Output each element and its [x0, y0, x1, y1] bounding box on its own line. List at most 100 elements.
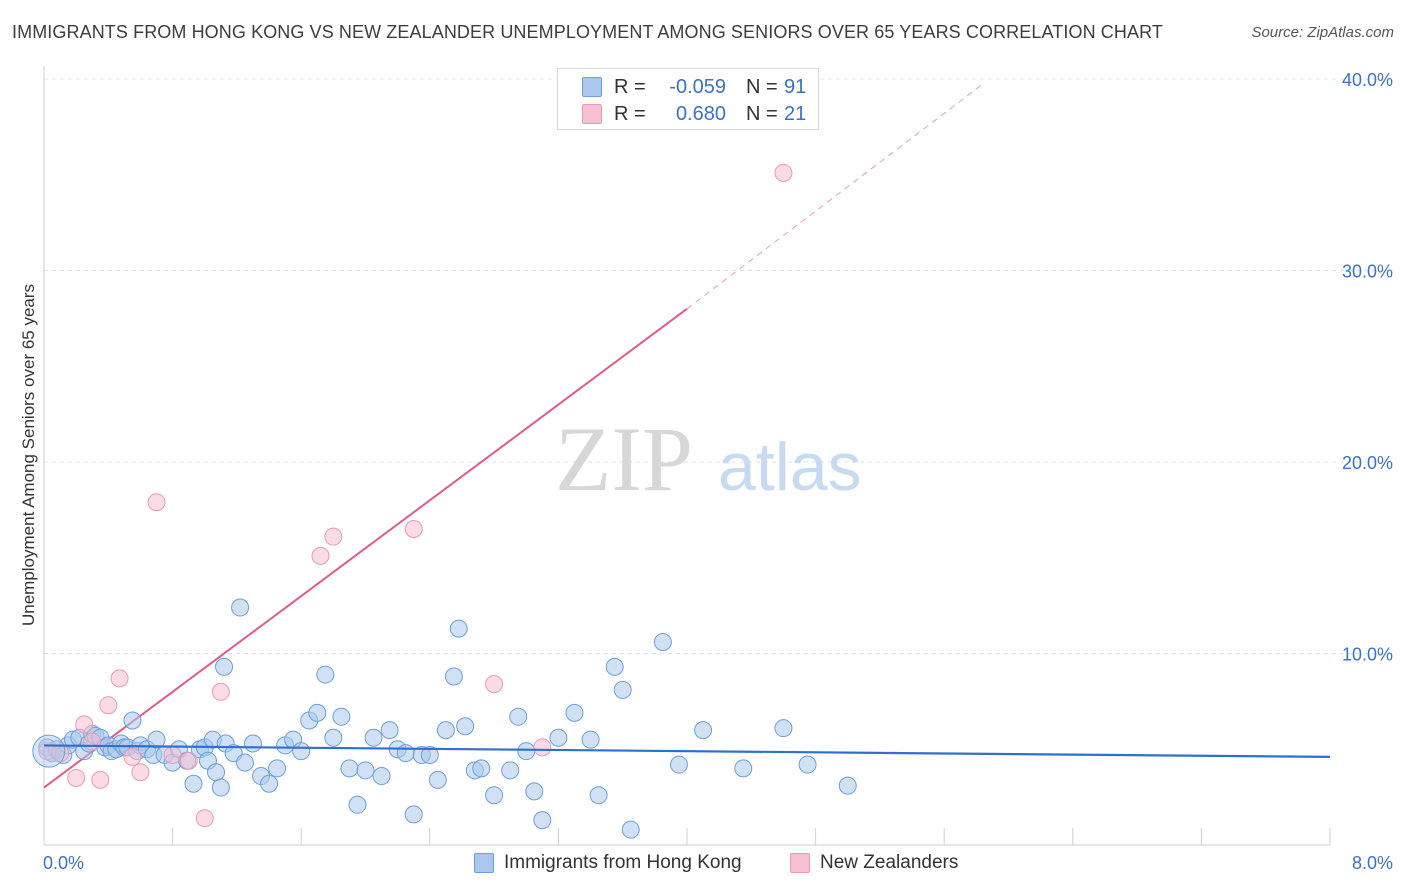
source-label: Source: ZipAtlas.com — [1251, 24, 1394, 41]
pink-data-point — [211, 682, 230, 701]
legend-n-label: N = — [746, 102, 778, 125]
pink-data-point — [195, 809, 214, 828]
pink-data-point — [67, 768, 86, 787]
blue-data-point — [669, 755, 688, 774]
blue-data-point — [348, 795, 367, 814]
blue-data-point — [517, 742, 536, 761]
blue-data-point — [243, 734, 262, 753]
blue-data-point — [184, 774, 203, 793]
blue-data-point — [231, 598, 250, 617]
blue-data-point — [207, 763, 226, 782]
trend-lines — [43, 82, 985, 789]
blue-data-point — [449, 619, 468, 638]
pink-data-point — [404, 520, 423, 539]
blue-data-point — [235, 753, 254, 772]
pink-data-point — [131, 763, 150, 782]
blue-data-point — [147, 730, 166, 749]
blue-data-point — [613, 680, 632, 699]
blue-data-point — [581, 730, 600, 749]
bottom-legend-item-new-zealanders: New Zealanders — [790, 852, 958, 874]
pink-data-point — [163, 745, 182, 764]
bottom-legend-label: Immigrants from Hong Kong — [504, 852, 742, 873]
legend-r-label: R = — [614, 75, 646, 98]
y-tick-label: 20.0% — [1342, 453, 1393, 473]
correlation-legend: R = -0.059 N = 91 R = 0.680 N = 21 — [557, 68, 819, 130]
pink-data-point — [324, 527, 343, 546]
bottom-legend-label: New Zealanders — [820, 852, 959, 873]
pink-data-point — [147, 493, 166, 512]
bottom-legend-swatch-blue — [474, 853, 494, 873]
pink-data-point — [311, 546, 330, 565]
blue-data-point — [260, 774, 279, 793]
blue-data-point — [123, 711, 142, 730]
blue-data-point — [380, 721, 399, 740]
chart-title: IMMIGRANTS FROM HONG KONG VS NEW ZEALAND… — [12, 22, 1163, 42]
blue-data-point — [436, 721, 455, 740]
blue-data-point — [396, 744, 415, 763]
blue-data-point — [485, 786, 504, 805]
blue-data-point — [838, 776, 857, 795]
pink-trend-line — [43, 307, 688, 789]
legend-n-value: 21 — [784, 102, 807, 125]
tick-labels: 10.0% 20.0% 30.0% 40.0% 0.0% 8.0% — [43, 70, 1393, 873]
blue-data-point — [501, 761, 520, 780]
blue-data-point — [444, 667, 463, 686]
axes — [43, 66, 1331, 846]
pink-data-point — [91, 770, 110, 789]
legend-r-label: R = — [614, 102, 646, 125]
blue-data-point — [332, 707, 351, 726]
blue-data-point — [211, 778, 230, 797]
y-tick-label: 10.0% — [1342, 645, 1393, 665]
x-tick-label: 8.0% — [1352, 853, 1393, 873]
blue-data-point — [509, 707, 528, 726]
pink-data-point — [75, 715, 94, 734]
bottom-legend-swatch-pink — [790, 853, 810, 873]
pink-trend-extension — [686, 82, 985, 310]
blue-data-point — [774, 719, 793, 738]
blue-data-point — [456, 717, 475, 736]
legend-row-blue: R = -0.059 N = 91 — [582, 74, 806, 100]
x-tick-label: 0.0% — [43, 853, 84, 873]
blue-data-point — [215, 657, 234, 676]
blue-data-point — [734, 759, 753, 778]
blue-data-point — [798, 755, 817, 774]
grid-lines — [44, 78, 1390, 654]
blue-data-point — [694, 721, 713, 740]
blue-data-point — [308, 703, 327, 722]
pink-data-point — [485, 675, 504, 694]
legend-r-value: -0.059 — [669, 75, 726, 98]
blue-data-point — [621, 820, 640, 839]
watermark-zip: ZIP — [555, 408, 693, 510]
blue-data-point — [653, 633, 672, 652]
blue-data-point — [340, 759, 359, 778]
pink-data-point — [99, 696, 118, 715]
pink-data-point — [83, 732, 102, 751]
blue-data-point — [316, 665, 335, 684]
pink-data-point — [533, 738, 552, 757]
blue-data-point — [472, 759, 491, 778]
blue-cluster-point — [32, 734, 66, 768]
legend-n-label: N = — [746, 75, 778, 98]
pink-data-point — [110, 669, 129, 688]
data-points — [32, 163, 1331, 839]
blue-data-point — [525, 782, 544, 801]
blue-data-point — [268, 759, 287, 778]
legend-r-value: 0.680 — [675, 102, 726, 125]
pink-data-point — [774, 163, 793, 182]
legend-swatch-blue — [582, 77, 602, 97]
y-axis-label: Unemployment Among Seniors over 65 years — [19, 284, 38, 626]
blue-data-point — [549, 728, 568, 747]
y-tick-label: 40.0% — [1342, 70, 1393, 90]
blue-data-point — [364, 728, 383, 747]
blue-data-point — [589, 786, 608, 805]
legend-n-value: 91 — [784, 75, 807, 98]
legend-swatch-pink — [582, 104, 602, 124]
pink-data-point — [123, 747, 142, 766]
y-tick-label: 30.0% — [1342, 262, 1393, 282]
blue-trend-line — [43, 744, 1331, 759]
blue-data-point — [324, 728, 343, 747]
legend-row-pink: R = 0.680 N = 21 — [582, 101, 806, 127]
blue-data-point — [372, 767, 391, 786]
blue-data-point — [292, 742, 311, 761]
